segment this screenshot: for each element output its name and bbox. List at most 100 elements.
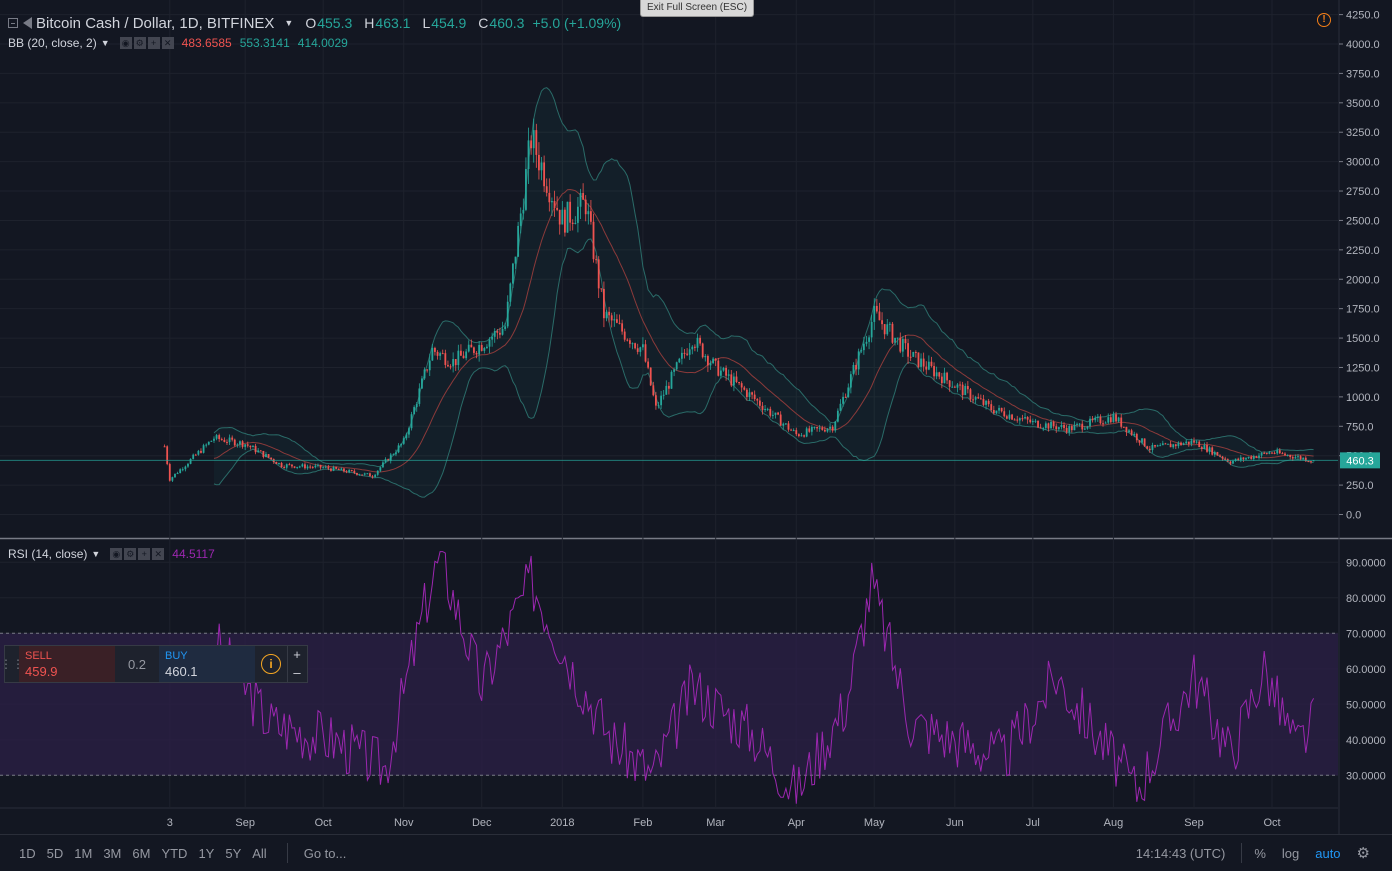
chart-canvas[interactable]: 4250.04000.03750.03500.03250.03000.02750… [0, 0, 1392, 834]
bb-basis-line[interactable] [213, 188, 1314, 473]
candle-body [330, 468, 332, 471]
price-tick-label: 1500.0 [1346, 333, 1380, 345]
period-button-3m[interactable]: 3M [103, 845, 122, 861]
rsi-line[interactable] [213, 551, 1315, 804]
candle-body [730, 374, 733, 386]
period-button-1m[interactable]: 1M [74, 845, 93, 861]
candle-body [800, 435, 803, 437]
gear-icon[interactable]: ⚙ [124, 548, 137, 560]
candle-body [254, 445, 257, 453]
bb-lower-line[interactable] [213, 238, 1314, 498]
candle-body [478, 345, 481, 355]
candle-body [382, 462, 384, 468]
candle-body [181, 469, 184, 471]
bb-upper-line[interactable] [213, 87, 1314, 468]
chevron-down-icon[interactable]: ▼ [91, 549, 101, 559]
candle-body [1193, 440, 1195, 443]
candle-body [1161, 443, 1164, 446]
close-label: C [478, 15, 489, 31]
price-tick-label: 4250.0 [1346, 10, 1380, 22]
period-button-1y[interactable]: 1Y [198, 845, 215, 861]
scale-controls: 14:14:43 (UTC) % log auto ⚙ [1136, 835, 1392, 871]
candle-body [1187, 441, 1190, 445]
eye-icon[interactable]: ◉ [110, 548, 123, 560]
candle-body [213, 438, 215, 441]
close-icon[interactable]: ✕ [152, 548, 165, 560]
candle-body [1008, 414, 1011, 419]
period-button-ytd[interactable]: YTD [161, 845, 188, 861]
candle-body [231, 437, 234, 440]
candle-body [556, 207, 559, 210]
minus-button[interactable]: – [293, 665, 301, 680]
candle-body [1013, 419, 1016, 421]
exit-fullscreen-tooltip[interactable]: Exit Full Screen (ESC) [640, 0, 755, 17]
add-icon[interactable]: + [147, 37, 160, 49]
auto-scale-button[interactable]: auto [1315, 845, 1341, 861]
bb-label[interactable]: BB (20, close, 2) [8, 36, 97, 50]
period-button-1d[interactable]: 1D [19, 845, 36, 861]
candle-body [275, 462, 278, 464]
candle-body [907, 343, 909, 357]
drag-handle-icon[interactable]: ⋮⋮ [0, 657, 24, 671]
candle-body [886, 324, 889, 335]
candle-body [725, 367, 728, 376]
clock[interactable]: 14:14:43 (UTC) [1135, 845, 1226, 861]
info-button[interactable]: i [255, 646, 287, 682]
high-label: H [364, 15, 375, 31]
chevron-down-icon[interactable]: ▼ [100, 38, 110, 48]
candle-body [951, 386, 954, 388]
candle-body [1109, 417, 1112, 423]
candle-body [621, 323, 624, 332]
candle-body [891, 323, 894, 343]
candle-body [462, 355, 465, 359]
gear-icon[interactable]: ⚙ [133, 37, 146, 49]
gear-icon[interactable]: ⚙ [1356, 845, 1370, 862]
eye-icon[interactable]: ◉ [119, 37, 132, 49]
candle-body [1198, 441, 1201, 448]
time-tick-label: Nov [394, 817, 414, 829]
period-button-5y[interactable]: 5Y [225, 845, 242, 861]
alert-icon[interactable]: ! [1317, 13, 1331, 27]
candle-body [613, 319, 616, 321]
collapse-legend-icon[interactable] [8, 18, 18, 28]
rsi-label[interactable]: RSI (14, close) [8, 547, 88, 561]
buy-price: 460.1 [165, 664, 198, 679]
price-tick-label: 3750.0 [1346, 68, 1380, 80]
candle-body [418, 388, 421, 404]
sell-button[interactable]: SELL 459.9 [19, 646, 115, 682]
percent-scale-button[interactable]: % [1254, 845, 1266, 861]
symbol-title[interactable]: Bitcoin Cash / Dollar, 1D, BITFINEX [36, 14, 275, 32]
buy-button[interactable]: BUY 460.1 [159, 646, 255, 682]
close-icon[interactable]: ✕ [161, 37, 174, 49]
log-scale-button[interactable]: log [1281, 845, 1300, 861]
period-button-all[interactable]: All [252, 845, 267, 861]
candle-body [712, 358, 715, 364]
plus-button[interactable]: + [293, 647, 301, 662]
candle-body [566, 201, 569, 233]
candle-body [959, 384, 961, 386]
candle-body [1050, 421, 1052, 429]
candle-body [1073, 424, 1076, 431]
candle-body [1195, 441, 1198, 443]
candle-body [350, 470, 353, 472]
candle-body [823, 429, 826, 432]
period-button-6m[interactable]: 6M [132, 845, 151, 861]
candle-body [803, 435, 805, 437]
candle-body [1211, 447, 1214, 455]
add-icon[interactable]: + [138, 548, 151, 560]
candle-body [1029, 419, 1032, 423]
goto-button[interactable]: Go to... [303, 845, 347, 861]
candle-body [358, 474, 361, 476]
chevron-down-icon[interactable]: ▼ [284, 18, 294, 28]
candle-body [618, 322, 621, 324]
price-tick-label: 1750.0 [1346, 304, 1380, 316]
candle-body [1263, 452, 1266, 454]
flag-icon[interactable] [23, 17, 32, 29]
candle-body [751, 392, 753, 395]
candle-body [935, 372, 938, 377]
candle-body [855, 365, 857, 370]
candle-body [1159, 445, 1162, 447]
candle-body [992, 410, 995, 414]
candle-body [847, 387, 850, 398]
period-button-5d[interactable]: 5D [46, 845, 64, 861]
